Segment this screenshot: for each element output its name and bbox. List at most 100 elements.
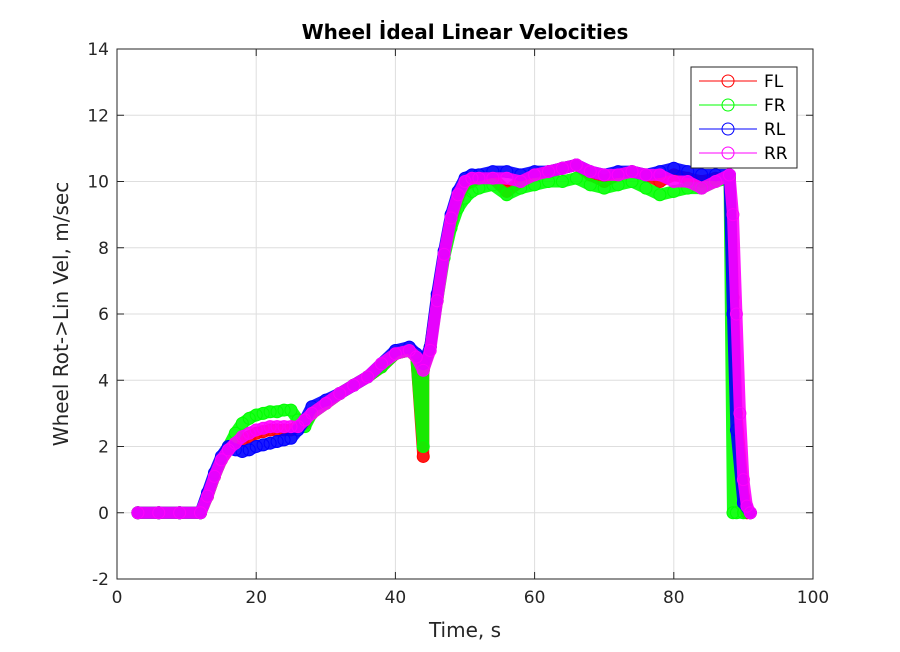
data-point <box>200 489 214 503</box>
x-tick-label: 80 <box>663 588 685 608</box>
legend-marker-rr <box>721 146 735 160</box>
legend-box <box>690 66 798 169</box>
data-point <box>242 443 256 457</box>
legend-marker-fl <box>721 74 735 88</box>
data-point <box>639 168 653 182</box>
legend-marker-fr <box>721 98 735 112</box>
data-point <box>291 420 305 434</box>
y-tick-label: 14 <box>87 40 109 60</box>
legend-label-rr: RR <box>764 144 788 164</box>
y-axis-title: Wheel Rot->Lin Vel, m/sec <box>49 182 73 446</box>
data-point <box>653 168 667 182</box>
data-point <box>221 443 235 457</box>
data-point <box>256 438 270 452</box>
data-point <box>611 168 625 182</box>
data-point <box>555 161 569 175</box>
data-point <box>242 411 256 425</box>
data-point <box>131 506 145 520</box>
x-tick-label: 40 <box>385 588 407 608</box>
x-tick-label: 20 <box>245 588 267 608</box>
data-point <box>152 506 166 520</box>
data-point <box>729 307 743 321</box>
data-point <box>207 469 221 483</box>
data-point <box>409 350 423 364</box>
data-point <box>298 413 312 427</box>
data-point <box>444 211 458 225</box>
data-point <box>653 188 667 202</box>
series-rr-trace <box>131 158 757 519</box>
series-rr <box>131 158 757 520</box>
data-point <box>277 420 291 434</box>
data-point <box>277 433 291 447</box>
y-tick-label: 12 <box>87 106 109 126</box>
y-tick-label: 0 <box>98 504 109 524</box>
tick-marks <box>116 48 814 580</box>
data-point <box>514 175 528 188</box>
data-point <box>542 165 556 179</box>
chart-title: Wheel İdeal Linear Velocities <box>302 20 629 44</box>
y-tick-label: 2 <box>98 438 109 458</box>
y-tick-label: 4 <box>98 371 109 391</box>
data-point <box>500 171 514 185</box>
data-point <box>416 363 430 377</box>
data-point <box>740 499 754 513</box>
data-point <box>500 188 514 202</box>
data-point <box>305 406 319 420</box>
y-tick-label: 6 <box>98 305 109 325</box>
data-point <box>284 420 298 434</box>
legend-label-fr: FR <box>764 96 786 116</box>
x-tick-label: 60 <box>524 588 546 608</box>
legend: FL FR RL RR <box>690 66 798 169</box>
legend-label-fl: FL <box>764 72 784 92</box>
data-point <box>528 168 542 182</box>
data-point <box>695 168 709 182</box>
y-tick-label: 10 <box>87 173 109 193</box>
data-point <box>597 181 611 195</box>
data-point <box>416 440 430 453</box>
legend-marker-rl <box>721 122 735 136</box>
data-point <box>388 347 402 361</box>
data-point <box>242 426 256 440</box>
data-point <box>583 178 597 192</box>
data-point <box>235 430 249 444</box>
data-point <box>235 444 249 458</box>
data-point <box>437 247 451 261</box>
data-point <box>709 175 723 188</box>
data-point <box>270 435 284 449</box>
data-point <box>486 171 500 185</box>
data-point <box>726 208 740 222</box>
data-point <box>472 171 486 185</box>
data-point <box>451 188 465 202</box>
data-point <box>270 420 284 434</box>
data-point <box>597 168 611 182</box>
data-point <box>333 387 347 400</box>
data-point <box>423 343 437 357</box>
data-point <box>625 165 639 179</box>
data-point <box>639 181 653 195</box>
x-axis-title: Time, s <box>428 618 501 642</box>
data-point <box>465 171 479 185</box>
y-tick-label: -2 <box>92 570 109 590</box>
data-point <box>347 378 361 392</box>
data-layer <box>131 158 757 520</box>
data-point <box>235 416 249 430</box>
data-point <box>726 506 740 520</box>
data-point <box>249 408 263 422</box>
data-point <box>194 506 208 520</box>
data-point <box>569 158 583 172</box>
data-point <box>284 403 298 417</box>
x-tick-label: 100 <box>797 588 829 608</box>
data-point <box>681 175 695 188</box>
data-point <box>361 370 375 384</box>
data-point <box>263 405 277 419</box>
data-point <box>458 175 472 188</box>
data-point <box>270 405 284 419</box>
data-point <box>249 423 263 437</box>
data-point <box>173 506 187 520</box>
data-point <box>263 436 277 450</box>
data-point <box>228 436 242 450</box>
data-point <box>695 181 709 195</box>
data-point <box>249 440 263 453</box>
data-point <box>430 294 444 308</box>
data-point <box>263 420 277 434</box>
